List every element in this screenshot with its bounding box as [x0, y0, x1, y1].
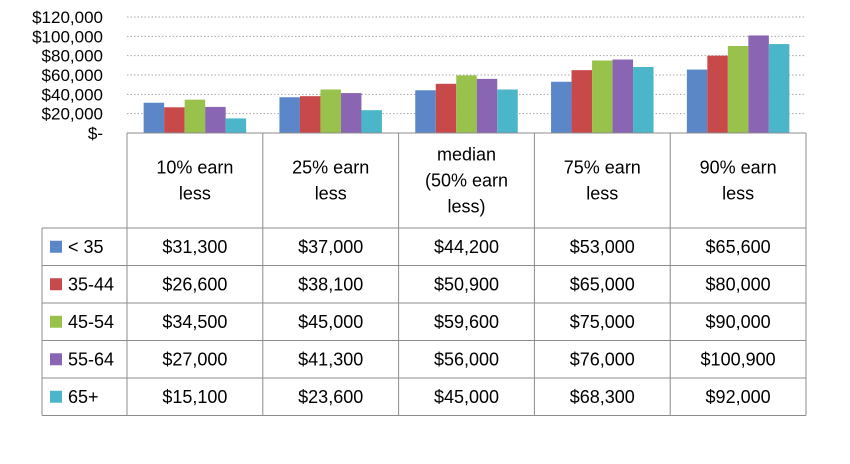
table-cell-value: $80,000 — [706, 274, 771, 294]
table-cell-value: $38,100 — [298, 274, 363, 294]
table-cell-value: $68,300 — [570, 387, 635, 407]
table-cell-value: $75,000 — [570, 312, 635, 332]
bar-65-3 — [633, 66, 654, 133]
bar-45-54-1 — [320, 89, 341, 133]
legend-swatch — [50, 315, 62, 328]
legend-swatch — [50, 278, 62, 291]
table-cell-value: $65,000 — [570, 274, 635, 294]
category-label: less) — [447, 197, 485, 217]
category-label: 25% earn — [292, 158, 369, 178]
table-cell-value: $56,000 — [434, 349, 499, 369]
legend-label: 45-54 — [68, 312, 114, 332]
category-label: (50% earn — [425, 171, 508, 191]
legend-label: 35-44 — [68, 274, 114, 294]
legend-label: 65+ — [68, 387, 99, 407]
bar-35-44-0 — [164, 107, 185, 133]
bar-35-44-3 — [571, 70, 593, 133]
table-cell-value: $26,600 — [162, 274, 227, 294]
table-cell-value: $45,000 — [434, 387, 499, 407]
category-label: 75% earn — [564, 158, 641, 178]
table-cell-value: $15,100 — [162, 387, 227, 407]
table-cell-value: $34,500 — [162, 312, 227, 332]
y-tick-label: $60,000 — [42, 66, 103, 85]
bar-35-1 — [279, 97, 300, 133]
bar-65-0 — [225, 118, 247, 133]
bar-45-54-3 — [592, 60, 613, 133]
category-label: less — [586, 184, 618, 204]
y-tick-label: $120,000 — [32, 8, 103, 27]
table-cell-value: $59,600 — [434, 312, 499, 332]
bar-55-64-4 — [748, 35, 769, 133]
bar-55-64-1 — [340, 93, 362, 133]
bar-35-0 — [143, 102, 165, 133]
legend-swatch — [50, 240, 62, 253]
bar-55-64-2 — [476, 78, 498, 133]
category-label: 90% earn — [700, 158, 777, 178]
table-cell-value: $90,000 — [706, 312, 771, 332]
table-cell-value: $76,000 — [570, 349, 635, 369]
legend-label: 55-64 — [68, 349, 114, 369]
table-cell-value: $27,000 — [162, 349, 227, 369]
bar-55-64-3 — [612, 59, 634, 133]
table-cell-value: $37,000 — [298, 237, 363, 257]
y-tick-label: $20,000 — [42, 105, 103, 124]
bar-65-1 — [361, 110, 382, 133]
bar-45-54-4 — [727, 46, 749, 133]
table-cell-value: $31,300 — [162, 237, 227, 257]
category-label: 10% earn — [156, 158, 233, 178]
bar-45-54-0 — [184, 99, 206, 133]
bar-65-2 — [497, 89, 518, 133]
bar-35-3 — [551, 81, 572, 133]
bar-35-44-4 — [707, 55, 728, 133]
y-tick-label: $80,000 — [42, 47, 103, 66]
bar-35-44-2 — [435, 83, 457, 133]
legend-label: < 35 — [68, 237, 104, 257]
table-cell-value: $23,600 — [298, 387, 363, 407]
bar-35-44-1 — [299, 96, 321, 133]
y-tick-label: $100,000 — [32, 27, 103, 46]
legend-swatch — [50, 353, 62, 366]
table-cell-value: $44,200 — [434, 237, 499, 257]
category-label: median — [437, 145, 496, 165]
y-tick-label: $40,000 — [42, 85, 103, 104]
y-tick-label: $- — [88, 124, 103, 143]
table-cell-value: $45,000 — [298, 312, 363, 332]
bar-45-54-2 — [456, 75, 477, 133]
category-label: less — [315, 184, 347, 204]
table-cell-value: $53,000 — [570, 237, 635, 257]
category-label: less — [179, 184, 211, 204]
table-cell-value: $65,600 — [706, 237, 771, 257]
bar-65-4 — [768, 44, 790, 133]
bar-35-2 — [415, 90, 436, 133]
table-cell-value: $100,900 — [701, 349, 776, 369]
table-cell-value: $41,300 — [298, 349, 363, 369]
legend-swatch — [50, 390, 62, 403]
category-label: less — [722, 184, 754, 204]
table-cell-value: $92,000 — [706, 387, 771, 407]
table-cell-value: $50,900 — [434, 274, 499, 294]
bar-35-4 — [686, 69, 708, 133]
bar-55-64-0 — [205, 106, 226, 133]
